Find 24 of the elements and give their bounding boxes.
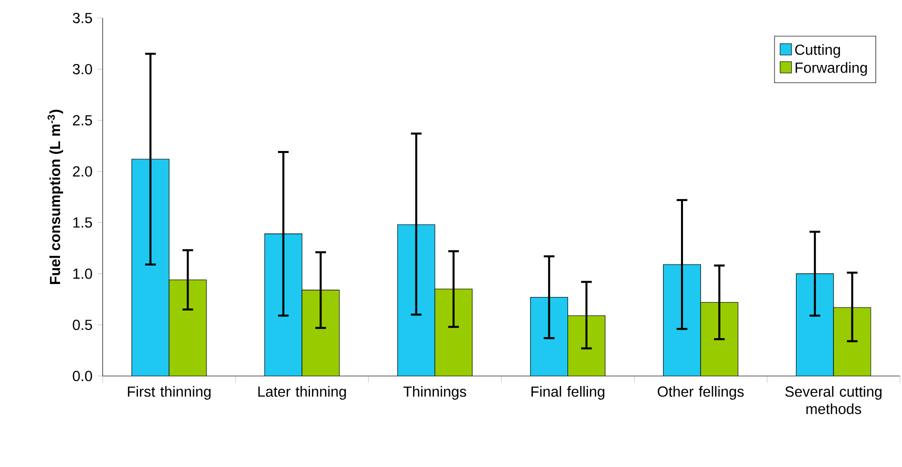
bar: [700, 302, 738, 376]
bar: [169, 280, 206, 376]
y-axis-title: Fuel consumption (L m$^{-3}$): [48, 110, 64, 284]
y-tick-label: 3.5: [72, 12, 92, 24]
legend-label: Cutting: [795, 44, 840, 58]
x-tick-label: Other fellings: [658, 386, 744, 400]
bar: [833, 307, 872, 376]
y-tick-label: 0.0: [72, 370, 92, 382]
x-tick-label: First thinning: [128, 386, 211, 400]
x-tick-label: Several cutting methods: [785, 386, 882, 414]
y-tick-label: 1.5: [73, 217, 92, 228]
x-tick-label: Thinnings: [403, 386, 466, 400]
y-tick-label: 1.0: [73, 268, 92, 279]
bar: [132, 159, 170, 376]
legend-label: Forwarding: [796, 62, 867, 76]
bar: [796, 273, 834, 376]
y-tick-label: 3.0: [72, 64, 92, 74]
y-tick-label: 2.5: [72, 115, 92, 126]
bar: [434, 289, 472, 376]
bar: [302, 290, 340, 376]
x-tick-label: Final felling: [531, 386, 604, 400]
y-tick-label: 2.0: [72, 166, 92, 177]
x-tick-label: Later thinning: [258, 386, 346, 400]
y-tick-label: 0.5: [72, 320, 92, 330]
